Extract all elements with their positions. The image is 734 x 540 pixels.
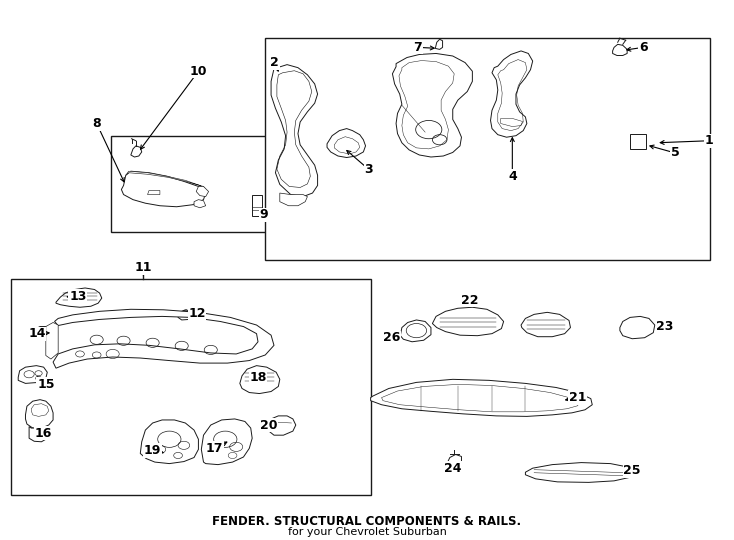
Text: 20: 20 — [260, 418, 277, 431]
Text: 21: 21 — [569, 391, 586, 404]
Polygon shape — [196, 186, 208, 197]
Polygon shape — [201, 419, 252, 464]
Text: FENDER. STRUCTURAL COMPONENTS & RAILS.: FENDER. STRUCTURAL COMPONENTS & RAILS. — [212, 515, 522, 528]
Text: 14: 14 — [29, 327, 46, 340]
Text: 22: 22 — [462, 294, 479, 307]
Bar — [11, 279, 371, 495]
Bar — [265, 38, 710, 260]
Bar — [112, 136, 269, 232]
Text: 5: 5 — [671, 146, 680, 159]
Polygon shape — [447, 455, 462, 467]
Polygon shape — [140, 420, 198, 464]
Polygon shape — [526, 463, 636, 482]
Text: 19: 19 — [144, 444, 161, 457]
Polygon shape — [26, 400, 53, 428]
Polygon shape — [371, 379, 592, 416]
Polygon shape — [126, 171, 206, 191]
Text: 2: 2 — [270, 56, 279, 69]
Text: 26: 26 — [383, 331, 400, 344]
Text: 13: 13 — [69, 289, 87, 302]
Polygon shape — [53, 309, 274, 368]
Text: 6: 6 — [639, 41, 647, 54]
Text: 3: 3 — [364, 163, 373, 176]
Polygon shape — [620, 316, 655, 339]
Polygon shape — [148, 191, 160, 194]
Polygon shape — [613, 44, 627, 56]
Text: 7: 7 — [413, 41, 422, 54]
Text: 15: 15 — [37, 378, 54, 391]
Text: 8: 8 — [92, 117, 101, 130]
Polygon shape — [56, 288, 102, 307]
Polygon shape — [401, 320, 431, 342]
Polygon shape — [271, 65, 318, 197]
Bar — [252, 194, 262, 216]
Polygon shape — [269, 416, 296, 435]
Polygon shape — [435, 39, 443, 49]
Polygon shape — [121, 171, 206, 207]
Text: 1: 1 — [704, 134, 713, 147]
Polygon shape — [131, 146, 142, 157]
Text: 10: 10 — [189, 65, 207, 78]
Text: 16: 16 — [35, 427, 52, 440]
Polygon shape — [327, 129, 366, 158]
Polygon shape — [393, 53, 473, 157]
Text: 4: 4 — [508, 170, 517, 183]
Polygon shape — [194, 200, 206, 208]
Polygon shape — [178, 310, 192, 320]
Polygon shape — [18, 366, 47, 383]
Polygon shape — [432, 307, 504, 336]
Text: 12: 12 — [188, 307, 206, 320]
Polygon shape — [29, 427, 47, 442]
Text: 23: 23 — [656, 320, 674, 333]
Polygon shape — [280, 193, 308, 206]
Text: 11: 11 — [134, 261, 152, 274]
Polygon shape — [240, 366, 280, 394]
Text: 18: 18 — [250, 371, 266, 384]
Polygon shape — [34, 327, 53, 340]
Text: 24: 24 — [444, 462, 462, 475]
Polygon shape — [46, 322, 58, 359]
Text: 17: 17 — [206, 442, 223, 455]
Text: 9: 9 — [260, 208, 268, 221]
Text: for your Chevrolet Suburban: for your Chevrolet Suburban — [288, 526, 446, 537]
Polygon shape — [521, 312, 570, 337]
Polygon shape — [490, 51, 533, 137]
FancyBboxPatch shape — [630, 134, 646, 149]
Text: 25: 25 — [623, 464, 641, 477]
